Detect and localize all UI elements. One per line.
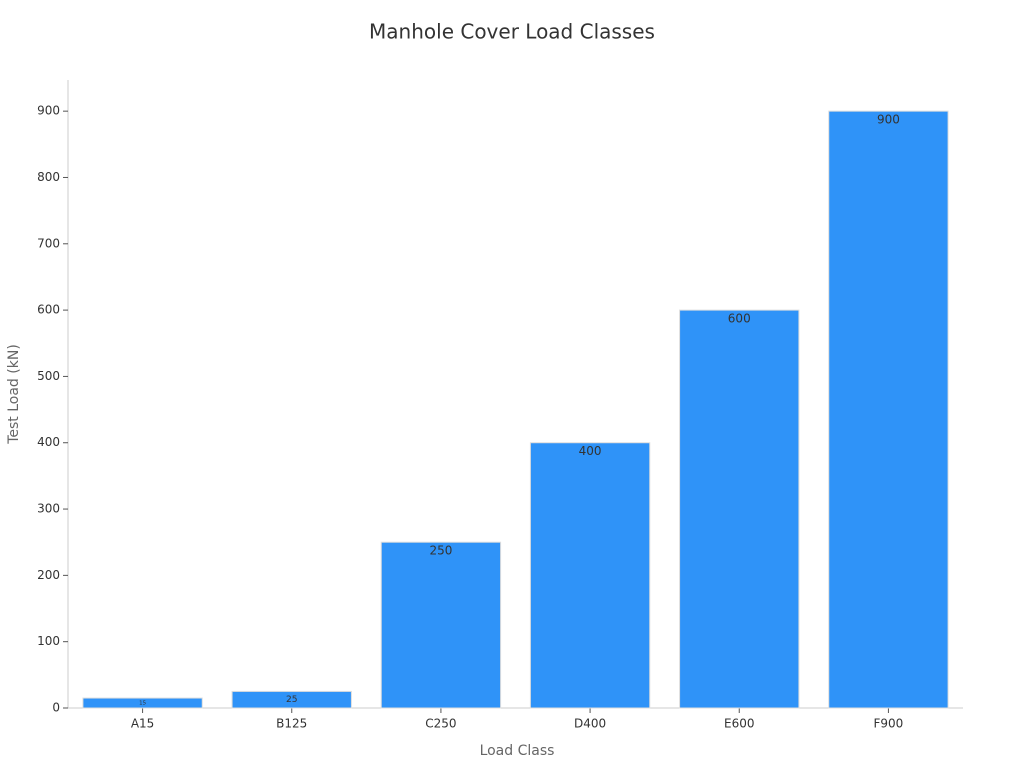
data-label: 250 — [429, 544, 452, 558]
bar — [679, 309, 800, 709]
data-label: 900 — [877, 113, 900, 127]
y-tick-label: 300 — [37, 502, 60, 516]
y-tick-label: 800 — [37, 170, 60, 184]
x-tick-label: D400 — [574, 717, 606, 731]
bar — [82, 697, 203, 709]
data-label: 600 — [728, 312, 751, 326]
bar — [828, 110, 949, 709]
data-label: 400 — [579, 444, 602, 458]
x-tick-label: C250 — [425, 717, 456, 731]
bar — [529, 442, 651, 709]
chart-title: Manhole Cover Load Classes — [369, 20, 655, 44]
y-tick-label: 600 — [37, 303, 60, 317]
y-tick-label: 900 — [37, 104, 60, 118]
x-tick-label: F900 — [874, 717, 904, 731]
x-tick-label: E600 — [724, 717, 755, 731]
x-tick-label: B125 — [276, 717, 307, 731]
data-label: 25 — [286, 695, 298, 705]
y-tick-label: 700 — [37, 236, 60, 250]
bar — [231, 690, 352, 709]
y-tick-label: 100 — [37, 634, 60, 648]
y-tick-label: 0 — [52, 701, 60, 715]
y-tick-label: 500 — [37, 369, 60, 383]
y-tick-label: 200 — [37, 568, 60, 582]
data-label: 15 — [139, 701, 146, 707]
y-axis-label: Test Load (kN) — [6, 344, 22, 445]
x-tick-label: A15 — [131, 717, 154, 731]
y-tick-label: 400 — [37, 435, 60, 449]
bar — [380, 541, 502, 709]
x-axis-label: Load Class — [480, 743, 555, 759]
